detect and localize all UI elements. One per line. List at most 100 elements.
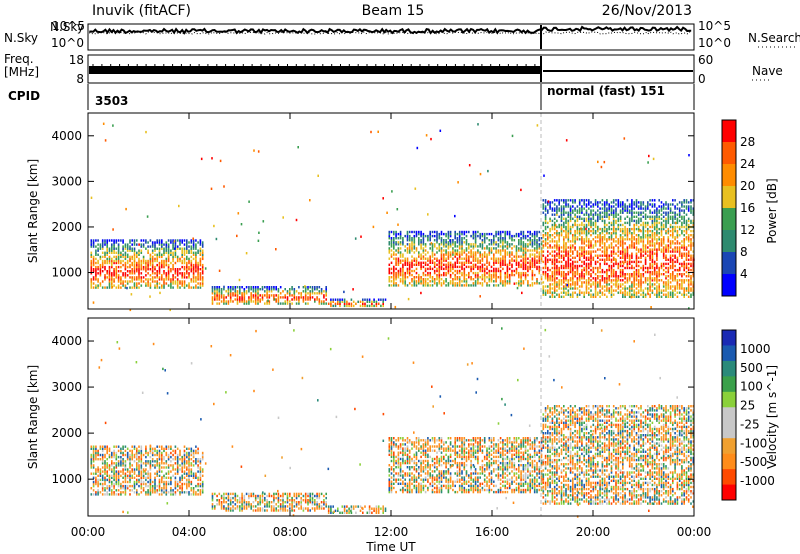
power-echo-cell [418,253,420,256]
power-echo-cell [624,205,626,208]
power-echo-cell [667,262,670,266]
power-echo-cell [690,287,692,290]
power-echo-cell [192,243,195,246]
velocity-echo-cell [129,472,131,475]
power-echo-cell [569,225,572,229]
power-echo-cell [692,273,695,276]
power-echo-cell [601,242,604,245]
power-echo-cell [644,262,647,266]
power-echo-cell [567,289,570,292]
power-echo-cell [536,249,538,252]
power-echo-speckle [304,285,306,288]
power-echo-cell [651,258,654,261]
power-echo-cell [597,205,599,208]
power-echo-cell [633,260,635,264]
power-echo-cell [511,234,513,238]
power-echo-cell [497,245,500,248]
velocity-echo-cell [92,449,95,453]
power-echo-cell [161,263,163,267]
power-echo-speckle [257,150,260,153]
power-echo-speckle [547,200,550,203]
power-echo-cell [300,296,302,299]
power-echo-cell [190,255,193,259]
power-echo-cell [601,268,604,272]
velocity-echo-cell [131,445,133,448]
power-echo-cell [653,219,656,223]
power-echo-cell [633,281,635,284]
velocity-echo-cell [136,489,138,492]
power-echo-cell [594,254,597,257]
power-echo-cell [551,225,554,229]
power-echo-cell [117,251,120,254]
power-echo-cell [529,261,531,264]
power-echo-cell [136,261,138,265]
power-echo-cell [644,225,647,229]
power-echo-cell [427,251,429,254]
power-echo-cell [420,239,422,242]
power-echo-cell [390,249,393,252]
power-echo-cell [304,288,307,291]
velocity-echo-cell [120,491,122,494]
power-echo-cell [536,280,538,283]
power-echo-cell [481,259,484,262]
velocity-echo-cell [117,449,120,453]
power-echo-cell [599,227,601,231]
velocity-echo-cell [133,460,136,463]
power-echo-cell [642,215,645,218]
power-echo-cell [603,250,606,253]
power-echo-cell [436,282,438,285]
velocity-echo-cell [122,460,124,463]
power-echo-cell [493,267,495,271]
power-echo-cell [447,234,450,238]
power-echo-cell [190,239,193,242]
power-echo-cell [454,253,456,256]
power-echo-cell [665,248,667,251]
velocity-echo-cell [97,484,99,488]
power-echo-cell [585,236,588,239]
power-echo-cell [382,298,384,301]
power-echo-cell [502,243,504,246]
power-echo-cell [672,273,674,276]
power-echo-cell [461,263,463,266]
power-echo-cell [628,262,631,266]
power-echo-cell [508,243,511,246]
power-echo-cell [393,269,395,273]
power-echo-cell [692,268,695,272]
power-echo-cell [415,280,418,283]
velocity-echo-cell [124,484,127,488]
power-echo-cell [549,285,551,288]
power-echo-cell [108,259,111,263]
velocity-echo-cell [113,478,115,482]
power-echo-cell [610,213,613,216]
power-echo-cell [608,221,610,225]
power-echo-cell [556,285,558,288]
power-echo-cell [531,241,534,244]
power-echo-cell [649,199,651,202]
velocity-echo-cell [142,487,145,490]
power-echo-cell [619,283,622,286]
power-echo-cell [397,273,400,277]
power-echo-cell [393,276,395,279]
velocity-echo-cell [106,484,108,488]
power-echo-cell [350,298,353,301]
power-echo-cell [323,296,325,299]
power-echo-cell [626,293,629,296]
power-echo-cell [197,251,199,254]
power-echo-cell [474,255,477,258]
power-echo-cell [201,255,204,259]
power-echo-cell [692,275,695,278]
power-echo-cell [685,279,688,282]
power-echo-cell [156,257,158,261]
power-echo-cell [243,296,246,299]
power-echo-cell [427,267,429,271]
power-echo-cell [447,271,450,275]
power-echo-cell [669,234,672,237]
power-echo-cell [490,276,493,279]
power-echo-cell [399,267,402,271]
power-echo-cell [488,251,491,254]
power-echo-cell [452,267,454,271]
power-echo-cell [692,283,695,286]
power-echo-cell [264,302,266,305]
power-echo-cell [560,279,563,282]
power-echo-cell [422,247,425,250]
